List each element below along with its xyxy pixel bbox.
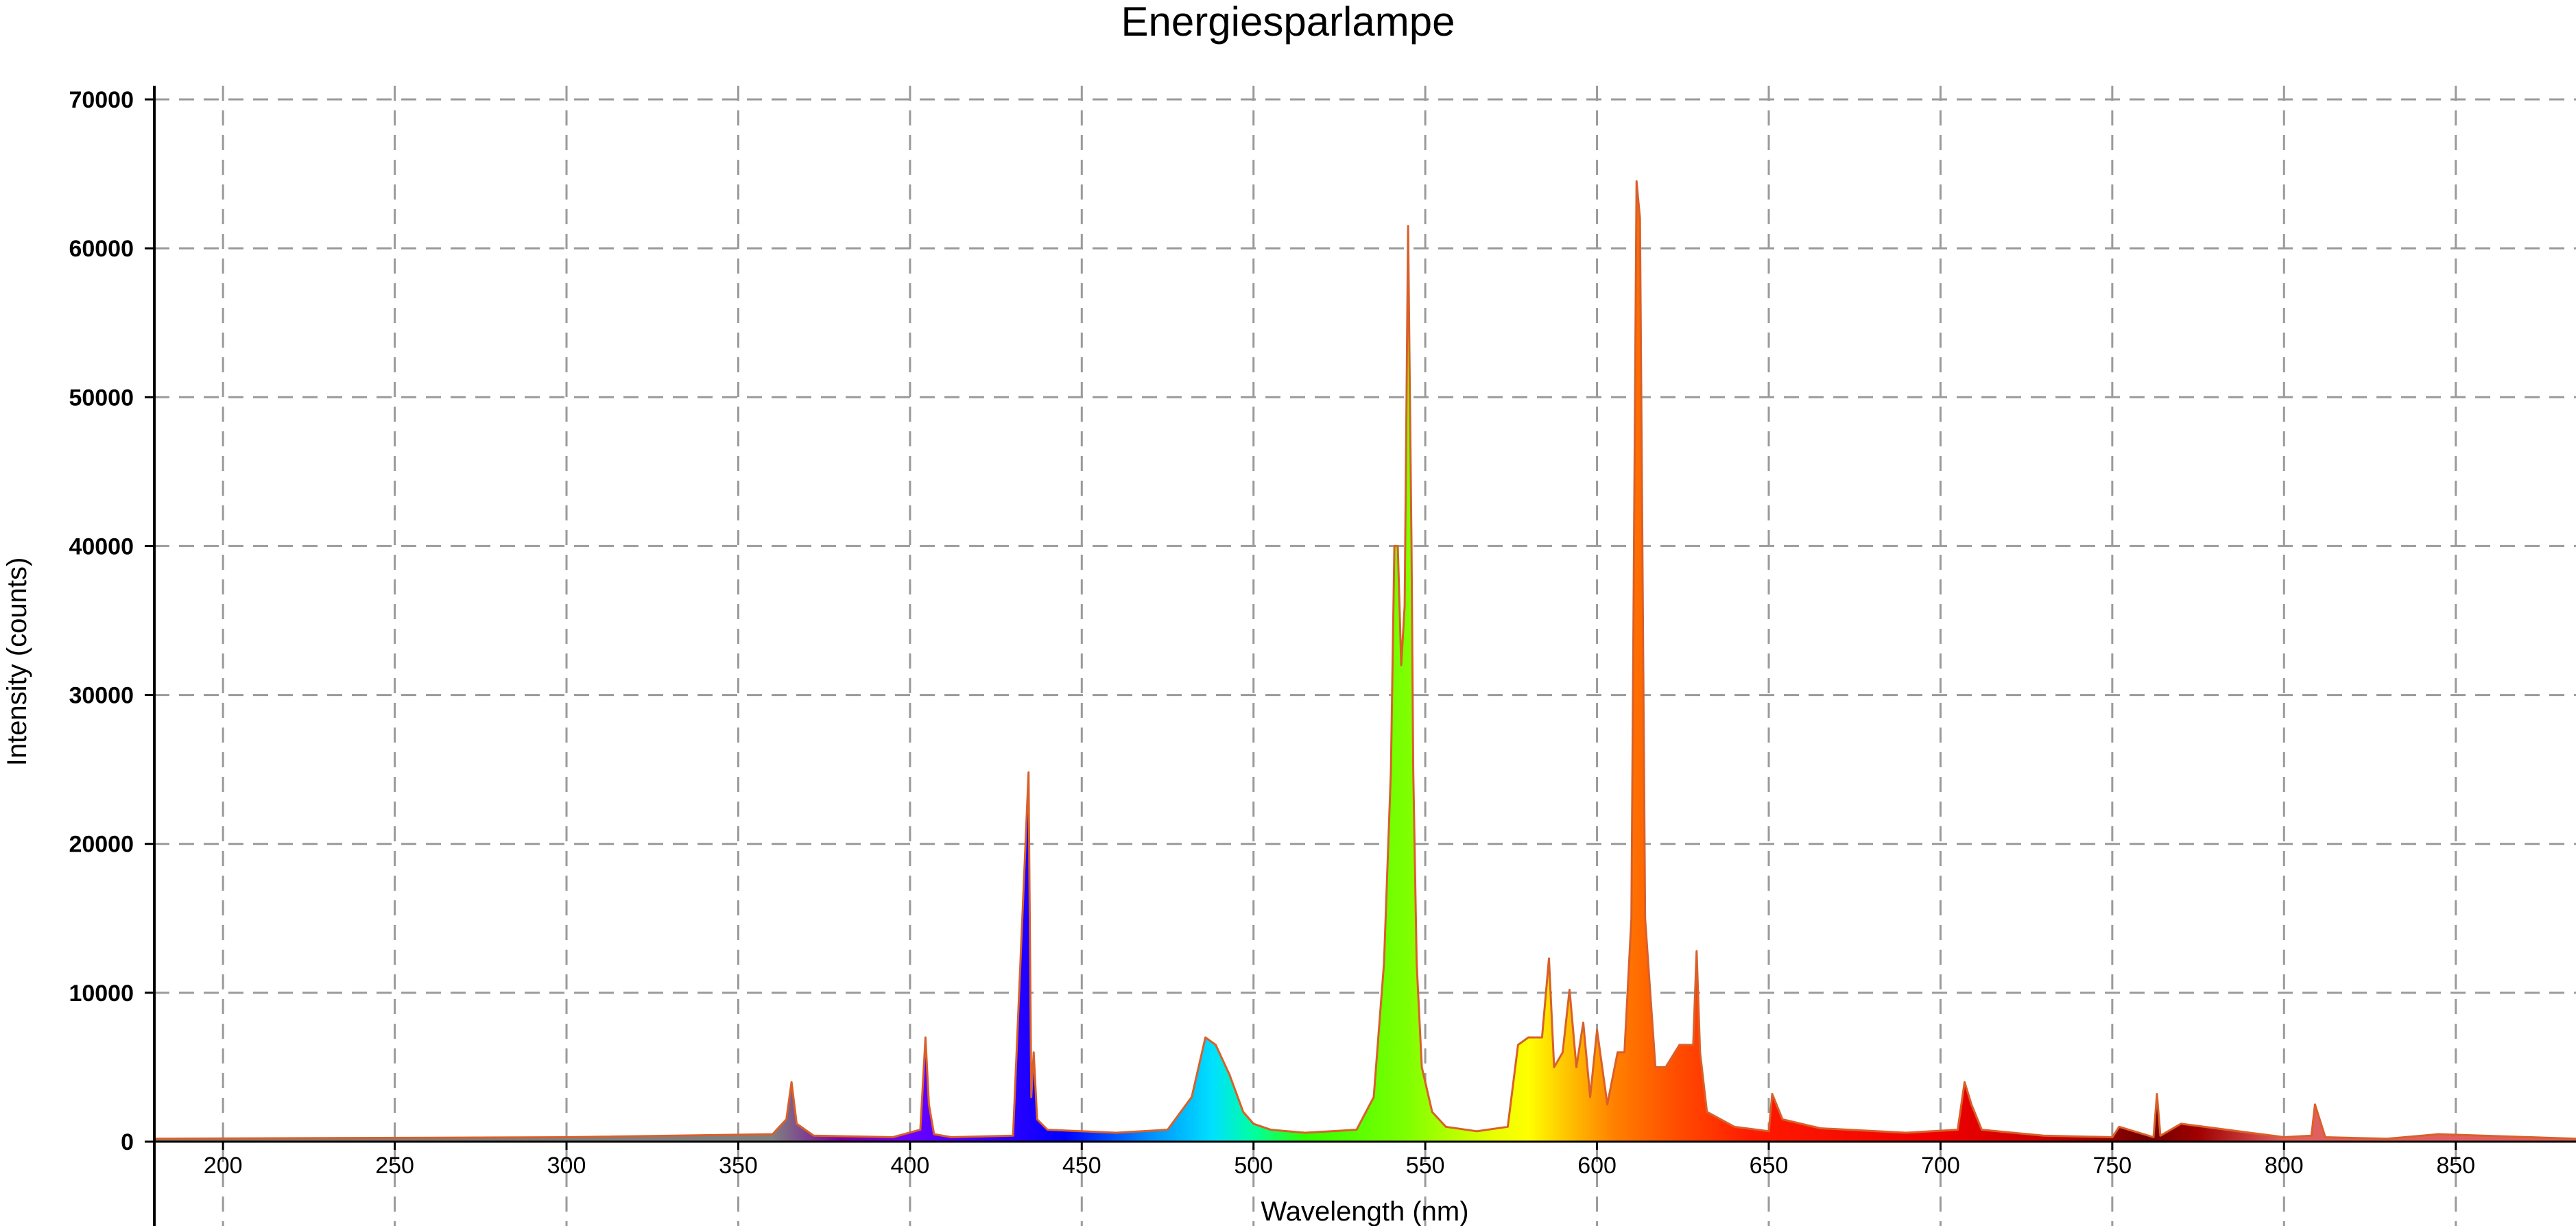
x-tick-label: 700	[1921, 1153, 1960, 1179]
x-tick-label: 200	[204, 1153, 243, 1179]
x-axis-label: Wavelength (nm)	[1261, 1197, 1468, 1226]
y-tick-label: 10000	[69, 981, 134, 1007]
x-tick-label: 550	[1406, 1153, 1445, 1179]
x-tick-label: 750	[2092, 1153, 2132, 1179]
y-axis-label: Intensity (counts)	[2, 557, 32, 767]
axes	[153, 86, 2576, 1226]
spectrum-series	[154, 180, 2576, 1143]
x-tick-label: 850	[2436, 1153, 2475, 1179]
y-tick-label: 60000	[69, 236, 134, 262]
x-tick-label: 300	[547, 1153, 586, 1179]
x-tick-label: 800	[2265, 1153, 2304, 1179]
chart-title: Energiesparlampe	[1121, 0, 1455, 45]
y-tick-label: 50000	[69, 385, 134, 411]
y-tick-label: 20000	[69, 832, 134, 858]
y-tick-label: 30000	[69, 683, 134, 709]
x-tick-label: 400	[891, 1153, 930, 1179]
x-tick-label: 500	[1234, 1153, 1273, 1179]
x-tick-label: 250	[375, 1153, 414, 1179]
x-tick-label: 600	[1577, 1153, 1617, 1179]
y-tick-label: 0	[121, 1129, 134, 1155]
tick-labels: 0 10000 20000 30000 40000 50000 60000 70000 200 2…	[69, 87, 2475, 1179]
x-tick-label: 450	[1062, 1153, 1101, 1179]
x-tick-label: 650	[1750, 1153, 1789, 1179]
x-tick-label: 350	[719, 1153, 758, 1179]
grid	[154, 86, 2576, 1226]
y-tick-label: 40000	[69, 533, 134, 560]
y-tick-label: 70000	[69, 87, 134, 113]
spectrum-area	[154, 180, 2576, 1143]
